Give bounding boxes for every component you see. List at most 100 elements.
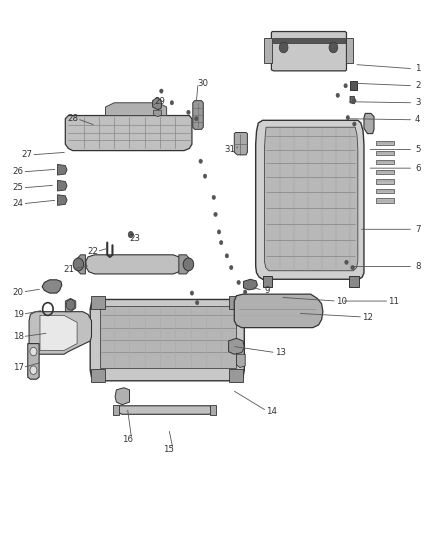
Polygon shape — [57, 195, 67, 205]
Polygon shape — [237, 354, 245, 368]
Text: 12: 12 — [362, 312, 373, 321]
Circle shape — [244, 290, 247, 294]
Polygon shape — [179, 255, 191, 274]
Text: 9: 9 — [265, 286, 270, 295]
Circle shape — [353, 122, 356, 126]
Polygon shape — [265, 127, 358, 271]
Circle shape — [225, 254, 229, 258]
Polygon shape — [265, 38, 272, 63]
Polygon shape — [256, 120, 364, 279]
Circle shape — [194, 117, 198, 121]
Text: 14: 14 — [266, 407, 277, 416]
Polygon shape — [152, 98, 161, 110]
Text: 28: 28 — [67, 114, 78, 123]
Text: 8: 8 — [415, 262, 420, 271]
Polygon shape — [153, 110, 161, 117]
Text: 29: 29 — [155, 97, 166, 106]
Polygon shape — [234, 294, 323, 328]
Polygon shape — [100, 306, 236, 368]
Polygon shape — [42, 280, 62, 293]
Circle shape — [214, 212, 217, 216]
Circle shape — [345, 260, 348, 264]
Polygon shape — [273, 38, 345, 43]
Text: 22: 22 — [87, 247, 98, 256]
Circle shape — [219, 240, 223, 245]
Circle shape — [183, 258, 194, 271]
Text: 17: 17 — [13, 363, 24, 372]
Polygon shape — [244, 279, 258, 290]
Circle shape — [199, 159, 202, 164]
Circle shape — [353, 99, 356, 103]
Polygon shape — [376, 151, 394, 155]
Polygon shape — [230, 369, 244, 382]
Polygon shape — [234, 133, 247, 155]
Circle shape — [237, 280, 240, 285]
Polygon shape — [76, 255, 85, 274]
Text: 20: 20 — [13, 287, 24, 296]
Polygon shape — [28, 344, 39, 379]
Circle shape — [217, 230, 221, 234]
Text: 4: 4 — [415, 115, 420, 124]
Text: 15: 15 — [163, 446, 174, 455]
Circle shape — [279, 42, 288, 53]
Circle shape — [230, 265, 233, 270]
Polygon shape — [90, 300, 244, 381]
Polygon shape — [229, 338, 244, 354]
Text: 18: 18 — [13, 332, 24, 341]
Polygon shape — [346, 38, 353, 63]
Text: 2: 2 — [415, 81, 420, 90]
Polygon shape — [210, 405, 215, 415]
Text: 25: 25 — [13, 183, 24, 192]
Text: 26: 26 — [13, 167, 24, 176]
Text: 6: 6 — [415, 164, 420, 173]
Circle shape — [344, 84, 347, 88]
Text: 27: 27 — [21, 150, 32, 159]
Text: 3: 3 — [415, 98, 420, 107]
Polygon shape — [376, 169, 394, 174]
Text: 11: 11 — [388, 296, 399, 305]
Text: 1: 1 — [415, 64, 420, 73]
Text: 23: 23 — [130, 235, 141, 244]
Circle shape — [195, 301, 199, 305]
Polygon shape — [230, 296, 244, 309]
Polygon shape — [364, 114, 374, 134]
Text: 5: 5 — [415, 145, 420, 154]
Polygon shape — [350, 82, 357, 90]
Text: 7: 7 — [415, 225, 420, 234]
Text: 16: 16 — [122, 435, 133, 444]
Circle shape — [329, 42, 338, 53]
Polygon shape — [376, 179, 394, 183]
Text: 10: 10 — [336, 296, 347, 305]
Polygon shape — [376, 198, 394, 203]
Circle shape — [30, 348, 37, 356]
Circle shape — [170, 101, 173, 105]
Circle shape — [212, 195, 215, 199]
Polygon shape — [29, 312, 92, 354]
Polygon shape — [272, 31, 346, 71]
Polygon shape — [65, 116, 192, 151]
Polygon shape — [115, 387, 130, 405]
Circle shape — [346, 116, 350, 120]
Text: 24: 24 — [13, 199, 24, 208]
Polygon shape — [117, 406, 212, 414]
Polygon shape — [106, 103, 166, 116]
Text: 21: 21 — [63, 265, 74, 273]
Polygon shape — [263, 276, 272, 287]
Text: 31: 31 — [224, 145, 235, 154]
Text: 13: 13 — [275, 348, 286, 357]
Polygon shape — [65, 298, 76, 312]
Polygon shape — [57, 180, 67, 191]
Polygon shape — [349, 276, 359, 287]
Text: 30: 30 — [197, 78, 208, 87]
Circle shape — [66, 300, 75, 310]
Circle shape — [187, 110, 190, 115]
Polygon shape — [350, 96, 354, 104]
Circle shape — [30, 366, 37, 374]
Polygon shape — [86, 255, 182, 274]
Polygon shape — [376, 189, 394, 193]
Circle shape — [351, 265, 354, 270]
Polygon shape — [376, 141, 394, 146]
Polygon shape — [376, 160, 394, 165]
Polygon shape — [91, 369, 105, 382]
Polygon shape — [91, 296, 105, 309]
